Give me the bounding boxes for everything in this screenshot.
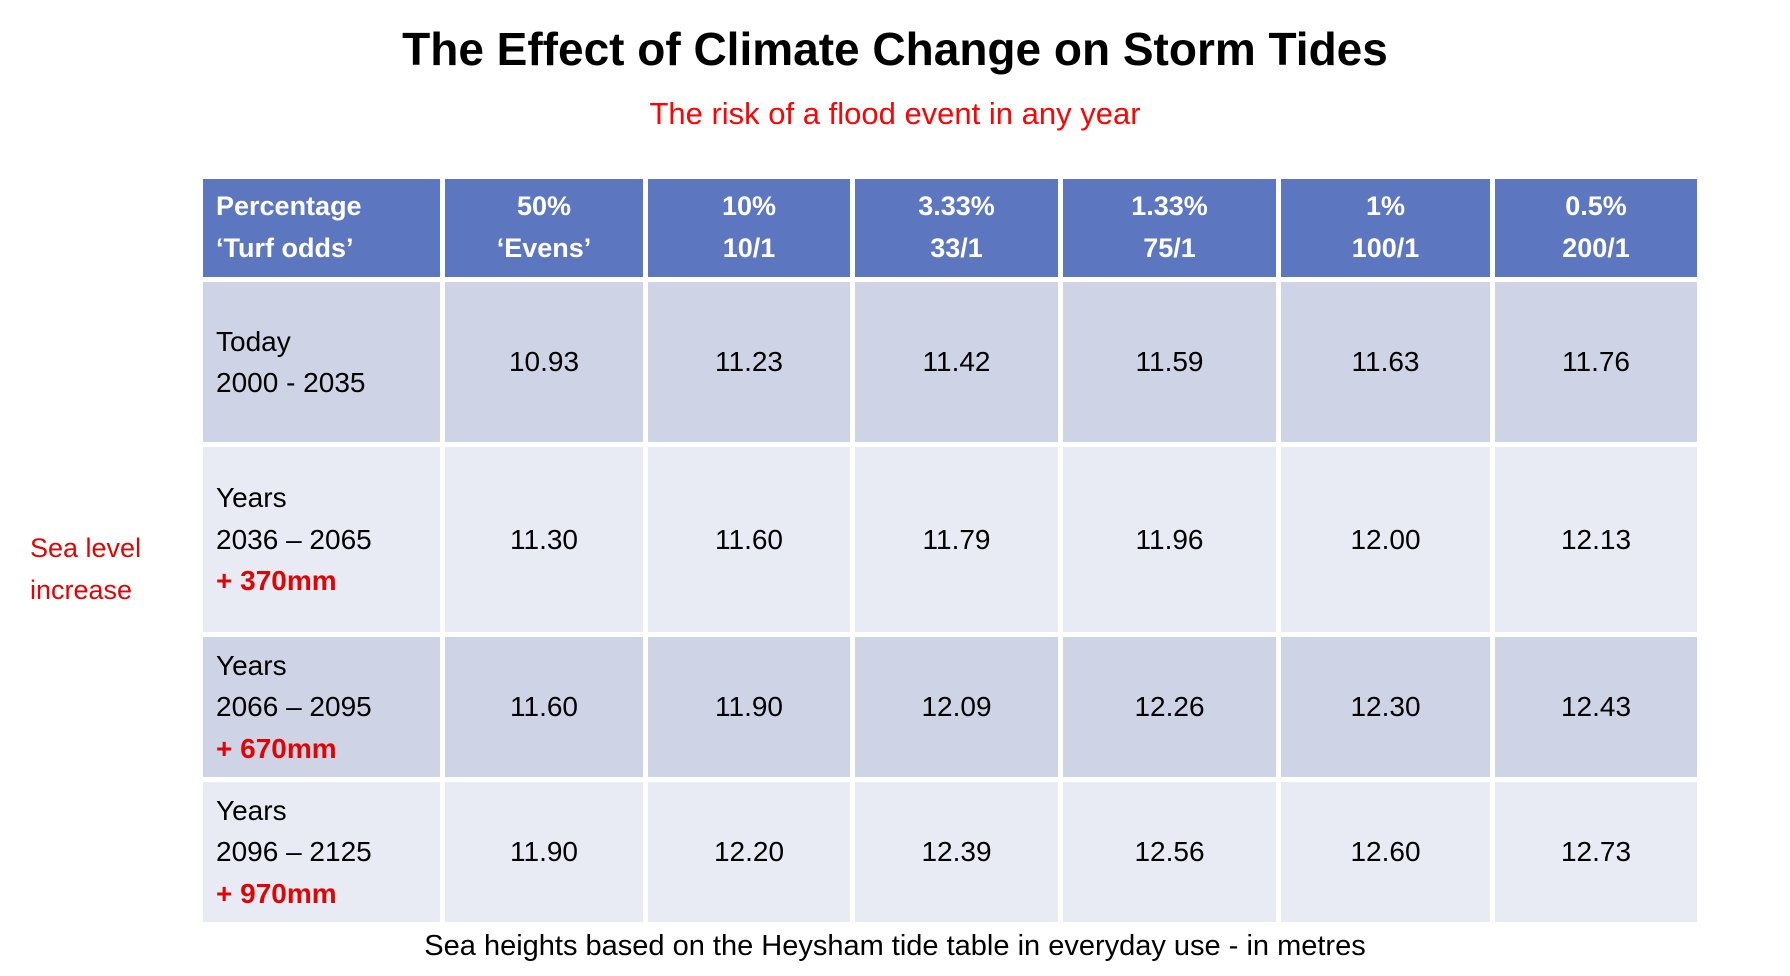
row-label-2096-2125: Years 2096 – 2125 + 970mm [203, 782, 440, 922]
header-cell-10-1: 10% 10/1 [648, 179, 850, 277]
slide-title: The Effect of Climate Change on Storm Ti… [402, 23, 1388, 75]
header-line1: 3.33% [918, 191, 995, 222]
header-cell-200-1: 0.5% 200/1 [1495, 179, 1697, 277]
header-cell-33-1: 3.33% 33/1 [855, 179, 1058, 277]
row-label-line: 2066 – 2095 [216, 691, 372, 723]
header-cell-75-1: 1.33% 75/1 [1063, 179, 1276, 277]
value-cell: 11.63 [1281, 282, 1490, 442]
header-line2: 33/1 [930, 233, 983, 263]
value-cell: 11.59 [1063, 282, 1276, 442]
header-line1: 1% [1365, 191, 1406, 222]
row-label-line: Today [216, 325, 291, 357]
value-cell: 11.90 [445, 782, 643, 922]
sea-level-increase-value: + 970mm [216, 877, 337, 909]
value-cell: 11.96 [1063, 447, 1276, 632]
header-cell-turf-odds: Percentage ‘Turf odds’ [203, 179, 440, 277]
header-line1: Percentage [216, 191, 362, 222]
header-line2: 75/1 [1143, 233, 1196, 263]
value-cell: 10.93 [445, 282, 643, 442]
value-cell: 11.90 [648, 637, 850, 777]
slide-subtitle: The risk of a flood event in any year [649, 96, 1141, 131]
value-cell: 12.56 [1063, 782, 1276, 922]
row-label-2036-2065: Years 2036 – 2065 + 370mm [203, 447, 440, 632]
row-label-line: Years [216, 649, 287, 681]
sea-level-increase-value: + 670mm [216, 732, 337, 764]
value-cell: 11.60 [445, 637, 643, 777]
header-line2: 200/1 [1562, 233, 1630, 263]
value-cell: 12.26 [1063, 637, 1276, 777]
value-cell: 12.60 [1281, 782, 1490, 922]
row-label-line: 2036 – 2065 [216, 523, 372, 555]
sea-level-increase-label: Sea level increase [30, 528, 180, 612]
header-line2: 100/1 [1351, 233, 1420, 263]
row-label-2066-2095: Years 2066 – 2095 + 670mm [203, 637, 440, 777]
header-line1: 10% [721, 191, 777, 222]
row-label-line: Years [216, 794, 287, 826]
header-line2: ‘Turf odds’ [216, 233, 354, 263]
value-cell: 12.30 [1281, 637, 1490, 777]
value-cell: 11.60 [648, 447, 850, 632]
header-line2: 10/1 [722, 233, 776, 263]
header-cell-100-1: 1% 100/1 [1281, 179, 1490, 277]
value-cell: 11.30 [445, 447, 643, 632]
value-cell: 12.00 [1281, 447, 1490, 632]
row-label-line: 2000 - 2035 [216, 367, 366, 398]
value-cell: 12.09 [855, 637, 1058, 777]
value-cell: 11.79 [855, 447, 1058, 632]
header-line1: 50% [516, 191, 572, 222]
header-line1: 0.5% [1565, 191, 1627, 222]
header-line1: 1.33% [1131, 191, 1208, 222]
value-cell: 11.42 [855, 282, 1058, 442]
value-cell: 12.43 [1495, 637, 1697, 777]
header-cell-evens: 50% ‘Evens’ [445, 179, 643, 277]
sea-level-label-line1: Sea level [30, 533, 142, 563]
row-label-today: Today 2000 - 2035 [203, 282, 440, 442]
row-label-line: Years [216, 482, 287, 514]
header-line2: ‘Evens’ [496, 233, 592, 263]
sea-level-increase-value: + 370mm [216, 565, 337, 597]
storm-tide-table: Percentage ‘Turf odds’ 50% ‘Evens’ 10% 1… [203, 179, 1697, 922]
value-cell: 12.73 [1495, 782, 1697, 922]
value-cell: 11.76 [1495, 282, 1697, 442]
table-caption: Sea heights based on the Heysham tide ta… [424, 930, 1366, 962]
row-label-line: 2096 – 2125 [216, 836, 372, 868]
sea-level-label-line2: increase [30, 574, 133, 605]
value-cell: 12.20 [648, 782, 850, 922]
value-cell: 12.39 [855, 782, 1058, 922]
value-cell: 11.23 [648, 282, 850, 442]
value-cell: 12.13 [1495, 447, 1697, 632]
